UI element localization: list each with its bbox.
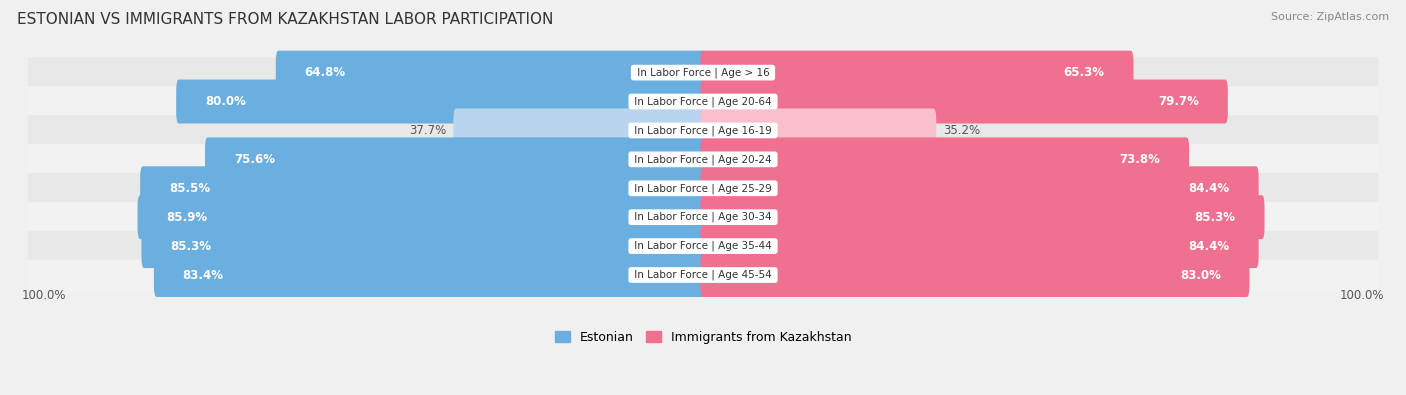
Text: 65.3%: 65.3% bbox=[1064, 66, 1105, 79]
Text: 85.9%: 85.9% bbox=[166, 211, 208, 224]
Text: In Labor Force | Age 30-34: In Labor Force | Age 30-34 bbox=[631, 212, 775, 222]
Text: 83.0%: 83.0% bbox=[1180, 269, 1220, 282]
Text: In Labor Force | Age 16-19: In Labor Force | Age 16-19 bbox=[631, 125, 775, 136]
FancyBboxPatch shape bbox=[700, 253, 1250, 297]
Text: 100.0%: 100.0% bbox=[21, 289, 66, 302]
Text: 85.3%: 85.3% bbox=[1195, 211, 1236, 224]
Text: 75.6%: 75.6% bbox=[233, 153, 274, 166]
FancyBboxPatch shape bbox=[28, 231, 1378, 261]
FancyBboxPatch shape bbox=[141, 166, 706, 210]
Text: Source: ZipAtlas.com: Source: ZipAtlas.com bbox=[1271, 12, 1389, 22]
Text: In Labor Force | Age > 16: In Labor Force | Age > 16 bbox=[634, 68, 772, 78]
FancyBboxPatch shape bbox=[700, 195, 1264, 239]
Text: 64.8%: 64.8% bbox=[305, 66, 346, 79]
FancyBboxPatch shape bbox=[700, 137, 1189, 181]
Text: In Labor Force | Age 45-54: In Labor Force | Age 45-54 bbox=[631, 270, 775, 280]
FancyBboxPatch shape bbox=[138, 195, 706, 239]
Text: 84.4%: 84.4% bbox=[1188, 240, 1230, 252]
FancyBboxPatch shape bbox=[700, 166, 1258, 210]
FancyBboxPatch shape bbox=[28, 202, 1378, 233]
Text: 37.7%: 37.7% bbox=[409, 124, 446, 137]
FancyBboxPatch shape bbox=[28, 115, 1378, 146]
Text: 100.0%: 100.0% bbox=[1340, 289, 1385, 302]
Text: 35.2%: 35.2% bbox=[943, 124, 980, 137]
FancyBboxPatch shape bbox=[28, 144, 1378, 175]
Text: In Labor Force | Age 35-44: In Labor Force | Age 35-44 bbox=[631, 241, 775, 251]
Text: In Labor Force | Age 20-24: In Labor Force | Age 20-24 bbox=[631, 154, 775, 165]
Text: 84.4%: 84.4% bbox=[1188, 182, 1230, 195]
FancyBboxPatch shape bbox=[28, 86, 1378, 117]
Text: 80.0%: 80.0% bbox=[205, 95, 246, 108]
FancyBboxPatch shape bbox=[28, 260, 1378, 290]
FancyBboxPatch shape bbox=[700, 79, 1227, 124]
FancyBboxPatch shape bbox=[176, 79, 706, 124]
FancyBboxPatch shape bbox=[205, 137, 706, 181]
FancyBboxPatch shape bbox=[700, 51, 1133, 94]
FancyBboxPatch shape bbox=[700, 224, 1258, 268]
FancyBboxPatch shape bbox=[142, 224, 706, 268]
Text: 85.3%: 85.3% bbox=[170, 240, 211, 252]
Text: ESTONIAN VS IMMIGRANTS FROM KAZAKHSTAN LABOR PARTICIPATION: ESTONIAN VS IMMIGRANTS FROM KAZAKHSTAN L… bbox=[17, 12, 553, 27]
FancyBboxPatch shape bbox=[28, 57, 1378, 88]
Text: 73.8%: 73.8% bbox=[1119, 153, 1160, 166]
Text: In Labor Force | Age 20-64: In Labor Force | Age 20-64 bbox=[631, 96, 775, 107]
Text: 83.4%: 83.4% bbox=[183, 269, 224, 282]
FancyBboxPatch shape bbox=[453, 109, 706, 152]
FancyBboxPatch shape bbox=[28, 173, 1378, 203]
FancyBboxPatch shape bbox=[153, 253, 706, 297]
FancyBboxPatch shape bbox=[700, 109, 936, 152]
Text: 85.5%: 85.5% bbox=[169, 182, 209, 195]
FancyBboxPatch shape bbox=[276, 51, 706, 94]
Text: In Labor Force | Age 25-29: In Labor Force | Age 25-29 bbox=[631, 183, 775, 194]
Text: 79.7%: 79.7% bbox=[1159, 95, 1199, 108]
Legend: Estonian, Immigrants from Kazakhstan: Estonian, Immigrants from Kazakhstan bbox=[550, 326, 856, 349]
